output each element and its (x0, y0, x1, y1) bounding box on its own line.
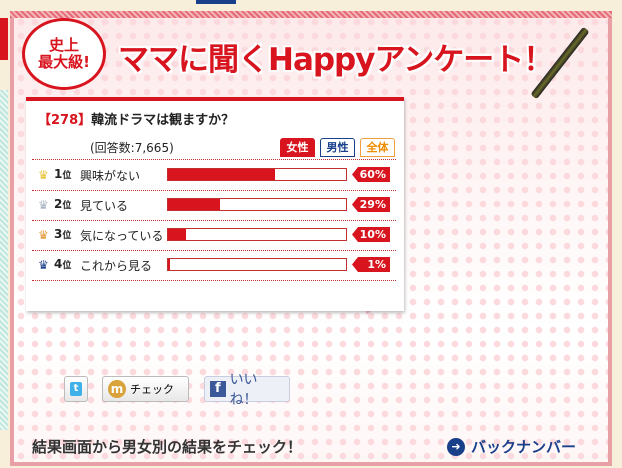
response-count: (回答数:7,665) (90, 141, 174, 155)
rank-number: 3 (54, 227, 63, 241)
result-row: ♛ 4位 これから見る 1% (38, 255, 398, 275)
question-number: 【278】 (38, 113, 92, 128)
rank-suffix: 位 (62, 201, 72, 211)
rank-suffix: 位 (62, 261, 72, 271)
page-title: ママに聞くHappyアンケート！ (118, 42, 554, 78)
tab-female[interactable]: 女性 (280, 138, 315, 157)
twitter-icon: t (70, 382, 82, 396)
result-bar-fill (168, 259, 170, 270)
result-bar (167, 198, 347, 211)
facebook-icon: f (210, 381, 226, 397)
left-edge-teal (0, 90, 8, 430)
result-row: ♛ 3位 気になっている 10% (38, 225, 398, 245)
gender-tabs: 女性 男性 全体 (280, 138, 395, 157)
rank-number: 1 (54, 167, 63, 181)
tab-male[interactable]: 男性 (320, 138, 355, 157)
back-number-link[interactable]: ➜ バックナンバー (447, 436, 576, 457)
result-bar-fill (168, 169, 275, 180)
facebook-label: いいね！ (229, 372, 258, 408)
percent-badge: 60% (352, 167, 390, 182)
facebook-like-button[interactable]: f いいね！ (204, 372, 290, 408)
result-row: ♛ 1位 興味がない 60% (38, 165, 398, 185)
left-edge-red (0, 18, 8, 60)
result-bar (167, 258, 347, 271)
question-text: 韓流ドラマは観ますか？ (91, 113, 235, 128)
crown-icon: ♛ (38, 198, 49, 212)
rank: 3位 (54, 227, 71, 241)
result-bar (167, 168, 347, 181)
divider (32, 159, 396, 160)
percent-badge: 10% (352, 227, 390, 242)
top-nav-tab[interactable] (196, 0, 236, 4)
badge-line1: 史上 (48, 36, 79, 54)
question-heading: 【278】韓流ドラマは観ますか？ (38, 109, 234, 128)
answer-label: これから見る (80, 259, 153, 273)
divider (32, 250, 396, 251)
rank: 2位 (54, 197, 71, 211)
tab-all[interactable]: 全体 (360, 138, 395, 157)
result-bar-fill (168, 229, 186, 240)
footer-note: 結果画面から男女別の結果をチェック！ (32, 438, 303, 456)
answer-label: 見ている (80, 199, 129, 213)
answer-label: 興味がない (80, 169, 141, 183)
divider (32, 280, 396, 281)
survey-card: 【278】韓流ドラマは観ますか？ (回答数:7,665) 女性 男性 全体 ♛ … (26, 97, 404, 311)
rank-suffix: 位 (62, 231, 72, 241)
twitter-button[interactable]: t (64, 376, 88, 402)
divider (32, 220, 396, 221)
mixi-icon: m (108, 380, 126, 398)
result-row: ♛ 2位 見ている 29% (38, 195, 398, 215)
badge-line2: 最大級! (38, 53, 90, 71)
percent-badge: 1% (352, 257, 390, 272)
frame-top-stripe (10, 11, 612, 18)
result-bar-fill (168, 199, 220, 210)
crown-icon: ♛ (38, 258, 49, 272)
back-number-label: バックナンバー (471, 438, 577, 456)
rank: 4位 (54, 257, 71, 271)
rank-number: 4 (54, 257, 63, 271)
divider (32, 190, 396, 191)
rank: 1位 (54, 167, 71, 181)
speech-bubble-badge: 史上 最大級! (22, 18, 106, 90)
percent-badge: 29% (352, 197, 390, 212)
crown-icon: ♛ (38, 228, 49, 242)
mixi-label: チェック (130, 383, 174, 396)
arrow-right-circle-icon: ➜ (447, 437, 465, 456)
rank-suffix: 位 (62, 171, 72, 181)
crown-icon: ♛ (38, 168, 49, 182)
answer-label: 気になっている (80, 229, 164, 243)
result-bar (167, 228, 347, 241)
rank-number: 2 (54, 197, 63, 211)
mixi-check-button[interactable]: m チェック (102, 376, 189, 402)
